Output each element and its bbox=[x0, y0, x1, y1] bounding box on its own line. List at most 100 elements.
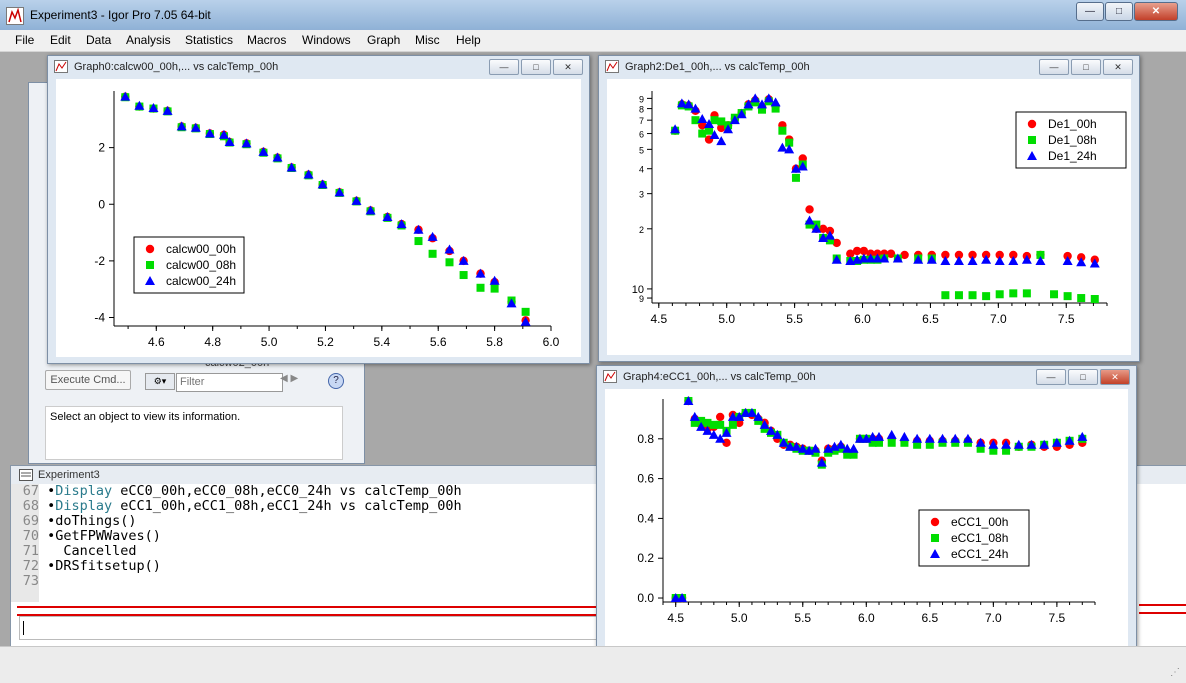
data-point bbox=[982, 292, 991, 301]
graph0-window: Graph0:calcw00_00h,... vs calcTemp_00h —… bbox=[47, 55, 590, 364]
data-point bbox=[1009, 250, 1018, 260]
data-point bbox=[818, 224, 828, 234]
data-point bbox=[750, 93, 761, 103]
data-point bbox=[190, 122, 201, 132]
y-tick-label: -4 bbox=[94, 311, 105, 325]
execute-cmd-button[interactable]: Execute Cmd... bbox=[45, 370, 131, 390]
data-point bbox=[791, 441, 802, 451]
data-point bbox=[805, 205, 814, 214]
data-point bbox=[148, 102, 159, 112]
y-tick-label: 0.6 bbox=[637, 472, 654, 486]
data-point bbox=[852, 246, 862, 256]
data-point bbox=[854, 433, 865, 443]
minimize-icon[interactable]: — bbox=[1036, 369, 1066, 385]
data-point bbox=[704, 118, 715, 128]
data-point bbox=[804, 215, 815, 225]
scroll-arrows-icon[interactable]: ◀ ▶ bbox=[280, 373, 299, 384]
menu-data[interactable]: Data bbox=[86, 33, 112, 47]
data-point bbox=[521, 307, 530, 316]
x-tick-label: 5.0 bbox=[261, 335, 278, 349]
menu-edit[interactable]: Edit bbox=[50, 33, 71, 47]
x-tick-label: 4.5 bbox=[650, 312, 667, 326]
help-icon[interactable]: ? bbox=[328, 373, 344, 389]
data-point bbox=[691, 116, 700, 125]
history-area[interactable]: 67 •Display eCC0_00h,eCC0_08h,eCC0_24h v… bbox=[11, 484, 591, 589]
data-point bbox=[791, 173, 800, 182]
data-point bbox=[967, 255, 978, 265]
data-point bbox=[1077, 294, 1086, 303]
data-point bbox=[941, 291, 950, 300]
data-point bbox=[1089, 258, 1100, 268]
menu-windows[interactable]: Windows bbox=[302, 33, 351, 47]
menu-analysis[interactable]: Analysis bbox=[126, 33, 171, 47]
data-point bbox=[1027, 151, 1037, 160]
data-point bbox=[805, 220, 814, 229]
data-point bbox=[703, 418, 712, 427]
data-point bbox=[872, 253, 883, 263]
data-point bbox=[818, 232, 829, 242]
data-point bbox=[224, 136, 235, 146]
minimize-icon[interactable]: — bbox=[489, 59, 519, 75]
igor-icon[interactable] bbox=[6, 7, 24, 25]
resize-grip-icon[interactable]: ⋰ bbox=[1170, 667, 1180, 678]
minimize-icon[interactable]: — bbox=[1039, 59, 1069, 75]
data-point bbox=[427, 231, 438, 241]
data-point bbox=[740, 407, 751, 417]
data-point bbox=[975, 437, 986, 447]
menu-help[interactable]: Help bbox=[456, 33, 481, 47]
status-bar: ⋰ bbox=[0, 646, 1186, 683]
main-titlebar: Experiment3 - Igor Pro 7.05 64-bit — □ ✕ bbox=[0, 0, 1186, 30]
graph2-plot-area[interactable]: 4.5 5.0 5.5 6.0 6.5 7.0 7.5 10 9 2 3 4 5 6 7 8 9 De1_00h D… bbox=[607, 79, 1131, 355]
data-point bbox=[145, 244, 155, 254]
data-point bbox=[476, 283, 485, 292]
close-icon[interactable]: ✕ bbox=[1100, 369, 1130, 385]
menu-macros[interactable]: Macros bbox=[247, 33, 287, 47]
data-point bbox=[698, 129, 707, 138]
data-point bbox=[763, 93, 774, 103]
line-gutter bbox=[11, 484, 39, 602]
menu-statistics[interactable]: Statistics bbox=[185, 33, 234, 47]
graph4-plot-area[interactable]: 4.5 5.0 5.5 6.0 6.5 7.0 7.5 0.0 0.2 0.4 0.6 0.8 eCC1… bbox=[605, 389, 1128, 647]
close-icon[interactable]: ✕ bbox=[1134, 2, 1178, 21]
minimize-icon[interactable]: — bbox=[1076, 2, 1104, 21]
data-point bbox=[816, 457, 827, 467]
data-point bbox=[396, 219, 407, 229]
data-point bbox=[913, 254, 924, 264]
x-tick-label: 7.0 bbox=[985, 611, 1002, 625]
close-icon[interactable]: ✕ bbox=[1103, 59, 1133, 75]
graph2-titlebar[interactable]: Graph2:De1_00h,... vs calcTemp_00h — □ ✕ bbox=[599, 56, 1139, 78]
menu-file[interactable]: File bbox=[15, 33, 35, 47]
maximize-icon[interactable]: □ bbox=[521, 59, 551, 75]
data-point bbox=[723, 124, 734, 134]
command-input[interactable] bbox=[19, 616, 601, 640]
info-box: Select an object to view its information… bbox=[45, 406, 343, 460]
data-point bbox=[778, 437, 789, 447]
data-point bbox=[146, 261, 154, 269]
graph4-window: Graph4:eCC1_00h,... vs calcTemp_00h — □ ✕ … bbox=[596, 365, 1137, 648]
legend-label: calcw00_08h bbox=[166, 258, 236, 272]
data-point bbox=[715, 433, 726, 443]
data-point bbox=[981, 254, 992, 264]
menu-graph[interactable]: Graph bbox=[367, 33, 401, 47]
data-point bbox=[710, 116, 719, 125]
maximize-icon[interactable]: □ bbox=[1068, 369, 1098, 385]
graph0-titlebar[interactable]: Graph0:calcw00_00h,... vs calcTemp_00h —… bbox=[48, 56, 589, 78]
legend-label: De1_08h bbox=[1048, 133, 1097, 147]
data-point bbox=[218, 129, 229, 139]
data-point bbox=[835, 439, 846, 449]
menu-misc[interactable]: Misc bbox=[415, 33, 440, 47]
maximize-icon[interactable]: □ bbox=[1105, 2, 1133, 21]
data-point bbox=[810, 443, 821, 453]
y-tick-label: 7 bbox=[639, 116, 644, 126]
close-icon[interactable]: ✕ bbox=[553, 59, 583, 75]
graph4-titlebar[interactable]: Graph4:eCC1_00h,... vs calcTemp_00h — □ ✕ bbox=[597, 366, 1136, 388]
filter-input[interactable] bbox=[176, 373, 283, 392]
data-point bbox=[729, 115, 740, 125]
gear-icon[interactable]: ⚙▾ bbox=[145, 373, 175, 390]
maximize-icon[interactable]: □ bbox=[1071, 59, 1101, 75]
data-point bbox=[950, 433, 961, 443]
data-point bbox=[912, 433, 923, 443]
graph0-plot-area[interactable]: 4.6 4.8 5.0 5.2 5.4 5.6 5.8 6.0 -4 -2 0 2 calcw00_00… bbox=[56, 79, 581, 357]
data-point bbox=[445, 258, 454, 267]
data-point bbox=[413, 224, 424, 234]
